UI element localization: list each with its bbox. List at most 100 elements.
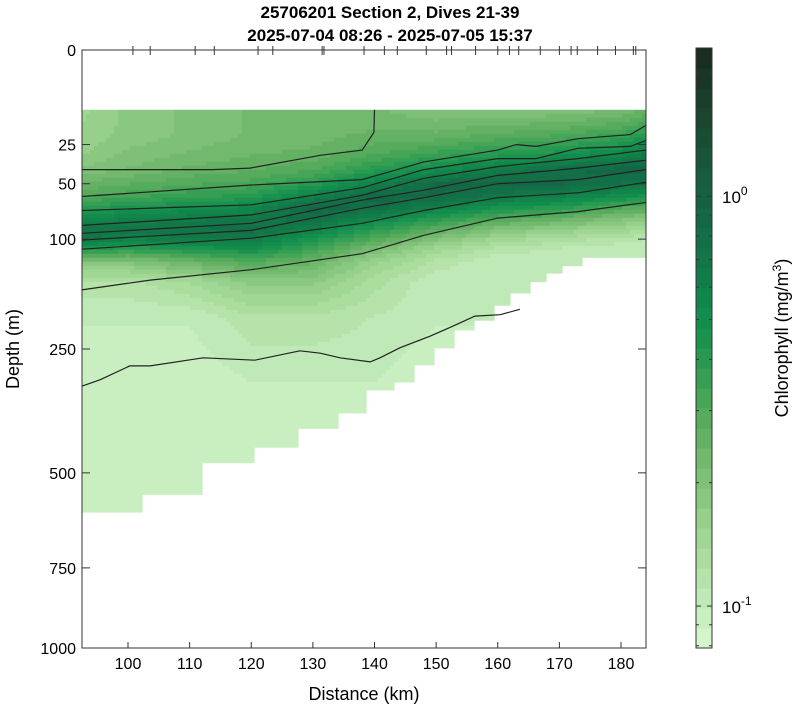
heatmap-cell (86, 465, 91, 471)
heatmap-cell (206, 385, 211, 391)
heatmap-cell (102, 465, 107, 471)
heatmap-cell (82, 361, 87, 367)
heatmap-cell (90, 241, 95, 247)
heatmap-cell (126, 293, 131, 299)
heatmap-cell (250, 341, 255, 347)
heatmap-cell (210, 309, 215, 315)
heatmap-cell (94, 457, 99, 463)
heatmap-cell (238, 209, 243, 215)
heatmap-cell (86, 201, 91, 207)
heatmap-cell (182, 405, 187, 411)
heatmap-cell (246, 141, 251, 147)
heatmap-cell (158, 473, 163, 479)
heatmap-cell (106, 345, 111, 351)
heatmap-cell (110, 133, 115, 139)
heatmap-cell (286, 401, 291, 407)
heatmap-cell (182, 113, 187, 119)
heatmap-cell (134, 109, 139, 115)
heatmap-cell (226, 317, 231, 323)
heatmap-cell (218, 201, 223, 207)
heatmap-cell (102, 349, 107, 355)
heatmap-cell (162, 165, 167, 171)
heatmap-cell (174, 165, 179, 171)
heatmap-cell (230, 233, 235, 239)
heatmap-cell (174, 301, 179, 307)
heatmap-cell (130, 225, 135, 231)
heatmap-cell (94, 113, 99, 119)
heatmap-cell (186, 405, 191, 411)
heatmap-cell (106, 169, 111, 175)
heatmap-cell (162, 421, 167, 427)
heatmap-cell (202, 437, 207, 443)
heatmap-cell (106, 145, 111, 151)
heatmap-cell (218, 185, 223, 191)
heatmap-cell (122, 269, 127, 275)
heatmap-cell (98, 329, 103, 335)
heatmap-cell (226, 285, 231, 291)
heatmap-cell (190, 469, 195, 475)
heatmap-cell (226, 173, 231, 179)
heatmap-cell (162, 265, 167, 271)
heatmap-cell (210, 293, 215, 299)
heatmap-cell (178, 397, 183, 403)
heatmap-cell (170, 241, 175, 247)
heatmap-field (82, 109, 646, 513)
heatmap-cell (218, 177, 223, 183)
heatmap-cell (162, 437, 167, 443)
heatmap-cell (122, 177, 127, 183)
heatmap-cell (134, 397, 139, 403)
heatmap-cell (206, 273, 211, 279)
heatmap-cell (230, 345, 235, 351)
heatmap-cell (102, 305, 107, 311)
heatmap-cell (162, 297, 167, 303)
heatmap-cell (122, 185, 127, 191)
heatmap-cell (150, 185, 155, 191)
heatmap-cell (150, 161, 155, 167)
heatmap-cell (82, 185, 87, 191)
heatmap-cell (118, 441, 123, 447)
heatmap-cell (290, 233, 295, 239)
heatmap-cell (150, 193, 155, 199)
heatmap-cell (130, 417, 135, 423)
heatmap-cell (134, 441, 139, 447)
heatmap-cell (266, 121, 271, 127)
heatmap-cell (270, 281, 275, 287)
heatmap-cell (202, 365, 207, 371)
heatmap-cell (118, 297, 123, 303)
heatmap-cell (278, 281, 283, 287)
heatmap-cell (178, 341, 183, 347)
heatmap-cell (134, 509, 139, 513)
heatmap-cell (86, 313, 91, 319)
heatmap-cell (150, 209, 155, 215)
heatmap-cell (142, 165, 147, 171)
heatmap-cell (218, 173, 223, 179)
heatmap-cell (194, 297, 199, 303)
heatmap-cell (110, 161, 115, 167)
heatmap-cell (142, 169, 147, 175)
heatmap-cell (102, 477, 107, 483)
heatmap-cell (206, 409, 211, 415)
heatmap-cell (222, 301, 227, 307)
heatmap-cell (274, 221, 279, 227)
heatmap-cell (270, 365, 275, 371)
heatmap-cell (134, 285, 139, 291)
heatmap-cell (242, 457, 247, 463)
heatmap-cell (98, 413, 103, 419)
heatmap-cell (234, 117, 239, 123)
heatmap-cell (194, 185, 199, 191)
heatmap-cell (278, 393, 283, 399)
heatmap-cell (126, 301, 131, 307)
heatmap-cell (142, 197, 147, 203)
heatmap-cell (250, 217, 255, 223)
heatmap-cell (130, 397, 135, 403)
heatmap-cell (182, 421, 187, 427)
heatmap-cell (278, 437, 283, 443)
heatmap-cell (278, 405, 283, 411)
heatmap-cell (262, 397, 267, 403)
heatmap-cell (210, 145, 215, 151)
heatmap-cell (250, 229, 255, 235)
heatmap-cell (86, 289, 91, 295)
heatmap-cell (126, 197, 131, 203)
heatmap-cell (210, 217, 215, 223)
heatmap-cell (146, 405, 151, 411)
